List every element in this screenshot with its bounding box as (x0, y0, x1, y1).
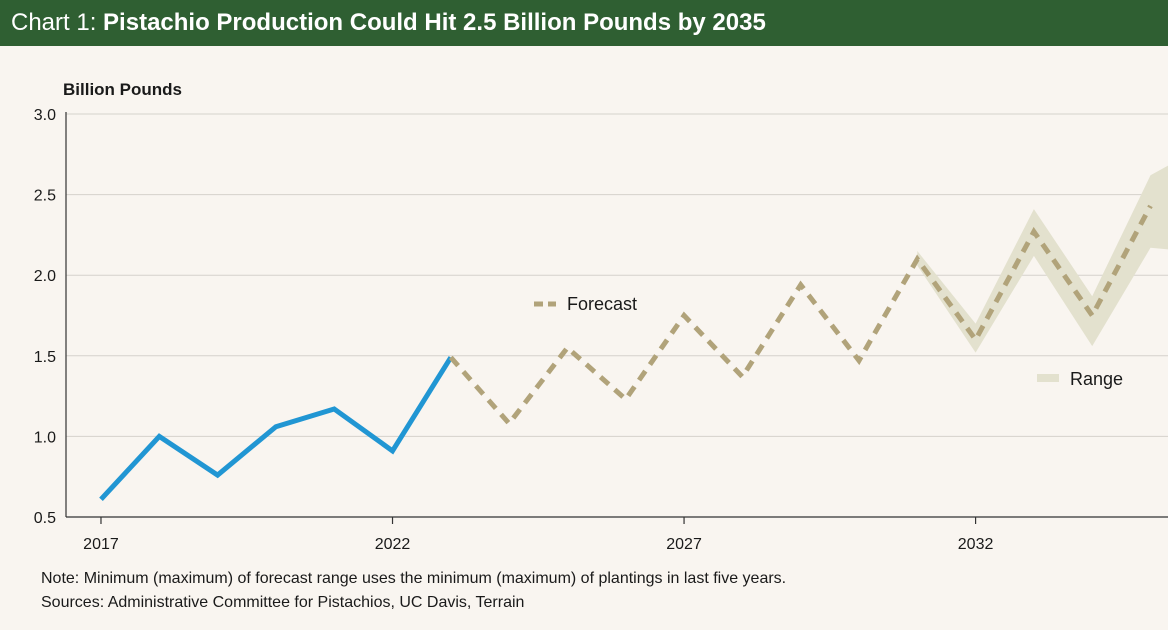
x-tick-label: 2017 (83, 536, 119, 553)
x-tick-label: 2032 (958, 536, 994, 553)
y-tick-label: 1.0 (34, 429, 56, 446)
y-tick-label: 3.0 (34, 107, 56, 124)
y-tick-label: 1.5 (34, 349, 56, 366)
range-band (917, 165, 1168, 353)
note-text: Note: Minimum (maximum) of forecast rang… (41, 570, 787, 587)
series-line-actual (99, 356, 453, 501)
sources-text: Sources: Administrative Committee for Pi… (41, 594, 525, 611)
legend-range-label: Range (1070, 369, 1123, 389)
chart-title: Pistachio Production Could Hit 2.5 Billi… (103, 9, 766, 36)
tick-labels: 0.5 1.0 1.5 2.0 2.5 3.0 2017 2022 2027 2032 (34, 107, 994, 553)
chart-title-prefix: Chart 1: (11, 9, 104, 36)
series-line-forecast (448, 204, 1153, 428)
chart-notes: Note: Minimum (maximum) of forecast rang… (41, 567, 786, 615)
y-tick-label: 2.5 (34, 188, 56, 205)
range-band-layer (917, 165, 1168, 353)
x-tick-label: 2022 (375, 536, 411, 553)
axes (65, 112, 1168, 524)
y-tick-label: 2.0 (34, 268, 56, 285)
chart-plot: 0.5 1.0 1.5 2.0 2.5 3.0 2017 2022 2027 2032 Forec… (34, 107, 1168, 553)
legend-forecast-label: Forecast (567, 294, 637, 314)
series-lines (99, 204, 1153, 501)
x-tick-label: 2027 (666, 536, 702, 553)
chart-title-bar: Chart 1: Pistachio Production Could Hit … (0, 0, 1168, 46)
legend-range-swatch (1037, 374, 1059, 382)
y-axis-label: Billion Pounds (63, 80, 182, 99)
legend: Forecast Range (534, 294, 1123, 389)
gridlines (66, 113, 1168, 437)
y-tick-label: 0.5 (34, 510, 56, 527)
